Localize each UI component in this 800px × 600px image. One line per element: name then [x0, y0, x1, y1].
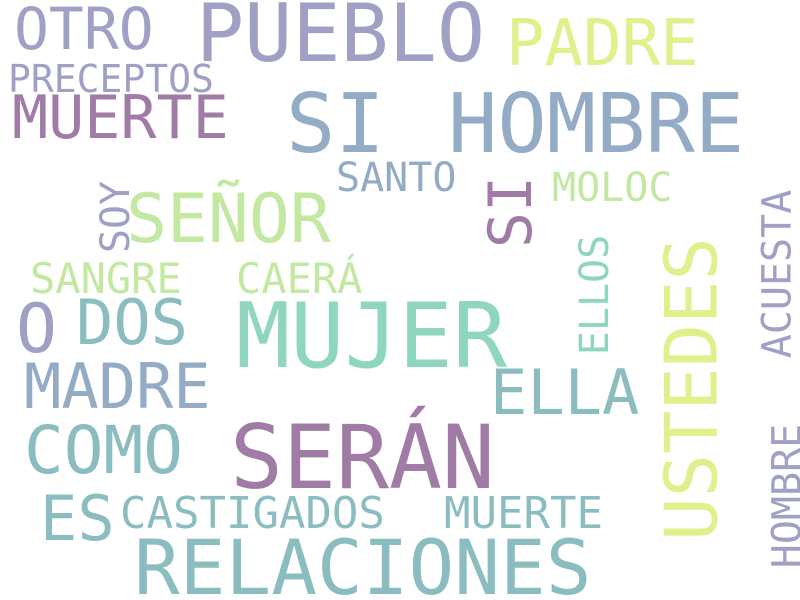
word-hombre-1: HOMBRE: [448, 77, 745, 172]
word-o: O: [16, 290, 57, 369]
word-sangre: SANGRE: [30, 254, 182, 303]
word-pueblo: PUEBLO: [196, 0, 485, 80]
word-moloc: MOLOC: [552, 165, 673, 211]
word-ella: ELLA: [490, 356, 640, 429]
word-acuesta: ACUESTA: [754, 189, 800, 359]
word-dos: DOS: [76, 286, 188, 359]
word-preceptos: PRECEPTOS: [8, 57, 214, 101]
word-caera: CAERÁ: [236, 254, 363, 303]
word-como: COMO: [24, 412, 183, 489]
word-mujer: MUJER: [236, 284, 507, 389]
word-santo: SANTO: [336, 155, 457, 201]
word-muerte-1: MUERTE: [12, 83, 229, 153]
word-relaciones: RELACIONES: [134, 523, 592, 600]
word-ellos: ELLOS: [572, 234, 619, 356]
word-muerte-2: MUERTE: [444, 488, 603, 539]
word-otro: OTRO: [14, 0, 154, 63]
word-castigados: CASTIGADOS: [120, 488, 385, 539]
word-madre: MADRE: [24, 350, 211, 423]
word-seran: SERÁN: [230, 406, 495, 509]
word-si-2: SI: [476, 175, 547, 249]
word-es: ES: [40, 482, 115, 555]
word-ustedes: USTEDES: [649, 237, 734, 541]
word-padre: PADRE: [506, 7, 699, 81]
word-si-1: SI: [286, 77, 385, 172]
word-hombre-2: HOMBRE: [764, 423, 800, 569]
word-senor: SEÑOR: [126, 180, 331, 259]
